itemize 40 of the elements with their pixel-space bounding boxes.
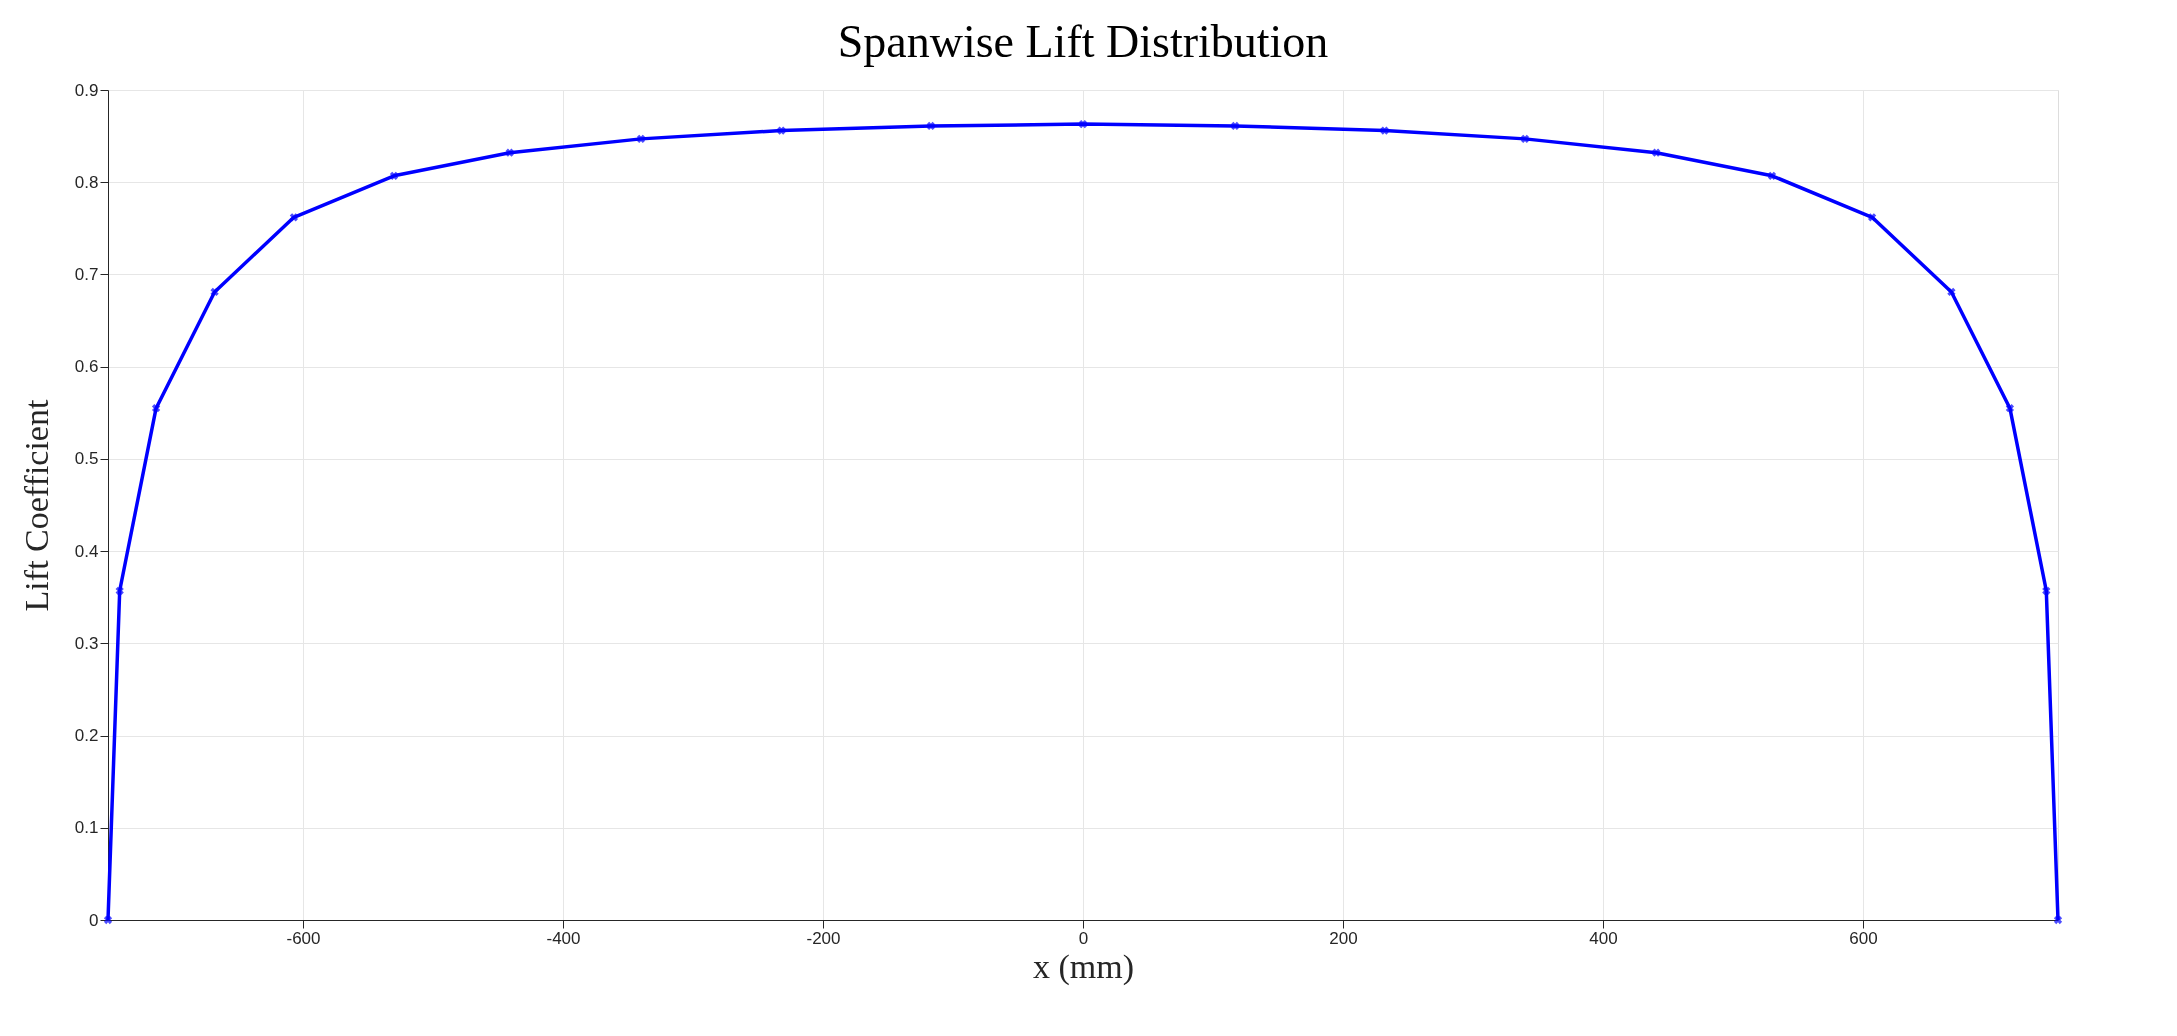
y-tick-label: 0.8: [74, 172, 99, 192]
point: [1867, 213, 1877, 222]
point: [1947, 287, 1956, 297]
y-tick-label: 0.7: [74, 264, 99, 284]
x-tick-label: 0: [1078, 928, 1089, 948]
y-tick-label: 0: [89, 910, 99, 930]
point: [2042, 586, 2051, 595]
x-tick-label: -200: [806, 928, 841, 948]
y-tick-label: 0.5: [74, 449, 99, 469]
point: [1230, 121, 1240, 131]
point: [1078, 119, 1088, 129]
point: [636, 134, 646, 144]
point: [151, 404, 161, 413]
point: [926, 121, 936, 131]
point: [1652, 148, 1661, 157]
point: [505, 148, 514, 157]
x-tick-label: 200: [1329, 928, 1358, 948]
y-tick-label: 0.6: [74, 357, 99, 377]
y-tick-label: 0.4: [74, 541, 99, 561]
point: [210, 287, 219, 297]
point: [1767, 171, 1777, 180]
y-tick-label: 0.9: [74, 80, 99, 100]
point: [115, 586, 124, 595]
point: [289, 213, 299, 222]
y-tick-label: 0.1: [74, 818, 99, 838]
point: [389, 171, 399, 180]
x-axis-title: x (mm): [1032, 947, 1135, 986]
x-tick-label: -400: [546, 928, 581, 948]
chart-title: Spanwise Lift Distribution: [837, 16, 1329, 67]
x-tick-label: 400: [1589, 928, 1618, 948]
x-tick-label: -600: [286, 928, 321, 948]
point: [2053, 915, 2063, 925]
point: [777, 126, 786, 135]
point: [1380, 126, 1389, 135]
x-tick-label: 600: [1849, 928, 1878, 948]
y-tick-label: 0.2: [74, 726, 99, 746]
point: [2005, 404, 2015, 413]
y-axis-title: Lift Coefficient: [17, 399, 55, 612]
point: [1520, 134, 1530, 144]
y-tick-label: 0.3: [74, 633, 99, 653]
